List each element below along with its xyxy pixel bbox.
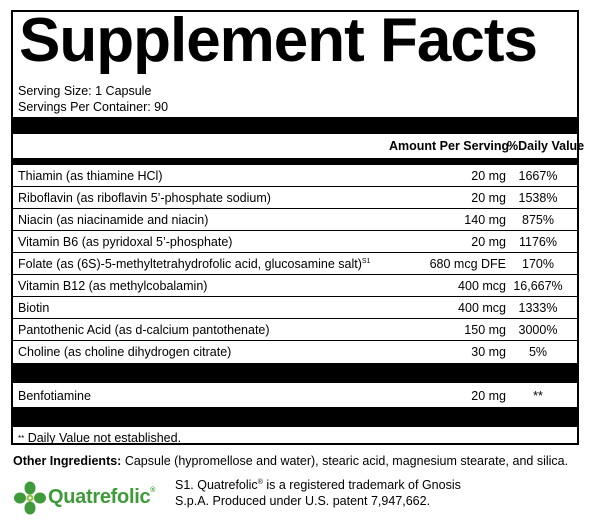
logo-registered-mark: ® bbox=[150, 487, 156, 494]
servings-per-container: Servings Per Container: 90 bbox=[18, 100, 169, 114]
nutrient-name-wrapper: Folate (as (6S)-5-methyltetrahydrofolic … bbox=[18, 257, 370, 271]
nutrient-name: Vitamin B12 (as methylcobalamin) bbox=[18, 279, 208, 293]
nutrient-row-vitamin-b6: Vitamin B6 (as pyridoxal 5’-phosphate) 2… bbox=[13, 231, 577, 253]
nutrient-daily-value: 16,667% bbox=[513, 279, 563, 293]
daily-value-header: %Daily Value bbox=[507, 139, 585, 153]
nutrient-amount: 680 mcg DFE bbox=[429, 257, 506, 271]
nutrient-daily-value: 5% bbox=[528, 345, 548, 359]
other-nutrient-table: Benfotiamine 20 mg ** bbox=[13, 385, 577, 407]
logo-name: Quatrefolic bbox=[48, 486, 151, 508]
nutrient-daily-value: 1333% bbox=[518, 301, 558, 315]
nutrient-amount: 400 mcg bbox=[458, 301, 506, 315]
nutrient-row-riboflavin: Riboflavin (as riboflavin 5’-phosphate s… bbox=[13, 187, 577, 209]
nutrient-name: Choline (as choline dihydrogen citrate) bbox=[18, 345, 232, 359]
trademark-line-2: S.p.A. Produced under U.S. patent 7,947,… bbox=[175, 494, 431, 508]
amount-per-serving-header: Amount Per Serving bbox=[389, 139, 510, 153]
nutrient-name: Niacin (as niacinamide and niacin) bbox=[18, 213, 209, 227]
trademark-prefix: S1. Quatrefolic bbox=[175, 478, 258, 492]
trademark-registered-mark: ® bbox=[257, 479, 263, 486]
nutrient-amount: 400 mcg bbox=[458, 279, 506, 293]
nutrient-daily-value: 1667% bbox=[518, 169, 558, 183]
logo-wordmark: Quatrefolic® bbox=[48, 486, 155, 509]
nutrient-amount: 20 mg bbox=[471, 235, 506, 249]
serving-size: Serving Size: 1 Capsule bbox=[18, 84, 152, 98]
quatrefolic-logo: Quatrefolic® bbox=[14, 480, 164, 516]
nutrient-daily-value: 3000% bbox=[518, 323, 558, 337]
thick-divider-header bbox=[13, 158, 577, 165]
footnote-stars: ** bbox=[18, 434, 25, 443]
nutrient-amount: 20 mg bbox=[471, 191, 506, 205]
other-ingredients-label: Other Ingredients: bbox=[13, 454, 122, 468]
nutrient-daily-value: ** bbox=[533, 389, 543, 403]
nutrient-row-thiamin: Thiamin (as thiamine HCl) 20 mg 1667% bbox=[13, 165, 577, 187]
supplement-facts-panel: Supplement Facts Serving Size: 1 Capsule… bbox=[11, 6, 584, 445]
nutrient-amount: 20 mg bbox=[471, 169, 506, 183]
nutrient-row-benfotiamine: Benfotiamine 20 mg ** bbox=[13, 385, 577, 407]
footnote-marker: S1 bbox=[361, 258, 371, 265]
other-ingredients-text: Capsule (hypromellose and water), steari… bbox=[121, 454, 569, 468]
nutrient-name: Biotin bbox=[18, 301, 50, 315]
nutrient-row-choline: Choline (as choline dihydrogen citrate) … bbox=[13, 341, 577, 363]
nutrient-name: Vitamin B6 (as pyridoxal 5’-phosphate) bbox=[18, 235, 233, 249]
nutrient-row-vitamin-b12: Vitamin B12 (as methylcobalamin) 400 mcg… bbox=[13, 275, 577, 297]
trademark-suffix: is a registered trademark of Gnosis bbox=[262, 478, 461, 492]
nutrient-name: Benfotiamine bbox=[18, 389, 91, 403]
nutrient-amount: 140 mg bbox=[464, 213, 506, 227]
nutrient-table: Thiamin (as thiamine HCl) 20 mg 1667% Ri… bbox=[13, 165, 577, 363]
thick-divider-middle bbox=[13, 363, 577, 383]
panel-title: Supplement Facts bbox=[19, 6, 538, 75]
nutrient-row-niacin: Niacin (as niacinamide and niacin) 140 m… bbox=[13, 209, 577, 231]
nutrient-name: Folate (as (6S)-5-methyltetrahydrofolic … bbox=[18, 257, 362, 271]
clover-icon bbox=[14, 481, 46, 515]
nutrient-amount: 20 mg bbox=[471, 389, 506, 403]
thick-divider-top bbox=[13, 117, 577, 134]
nutrient-amount: 150 mg bbox=[464, 323, 506, 337]
nutrient-daily-value: 1176% bbox=[519, 235, 557, 249]
thick-divider-bottom bbox=[13, 407, 577, 427]
nutrient-row-biotin: Biotin 400 mcg 1333% bbox=[13, 297, 577, 319]
nutrient-row-folate: Folate (as (6S)-5-methyltetrahydrofolic … bbox=[13, 253, 577, 275]
nutrient-daily-value: 875% bbox=[522, 213, 554, 227]
nutrient-daily-value: 170% bbox=[522, 257, 554, 271]
other-ingredients: Other Ingredients: Capsule (hypromellose… bbox=[13, 454, 568, 468]
column-header-row: Amount Per Serving %Daily Value bbox=[13, 134, 584, 158]
footnote-text: Daily Value not established. bbox=[24, 431, 182, 445]
nutrient-amount: 30 mg bbox=[471, 345, 506, 359]
daily-value-footnote: ** Daily Value not established. bbox=[18, 431, 181, 445]
nutrient-row-pantothenic-acid: Pantothenic Acid (as d-calcium pantothen… bbox=[13, 319, 577, 341]
trademark-notice: S1. Quatrefolic® is a registered tradema… bbox=[175, 477, 461, 509]
trademark-line-1: S1. Quatrefolic® is a registered tradema… bbox=[175, 477, 461, 493]
nutrient-name: Riboflavin (as riboflavin 5’-phosphate s… bbox=[18, 191, 271, 205]
nutrient-name: Thiamin (as thiamine HCl) bbox=[18, 169, 163, 183]
nutrient-name: Pantothenic Acid (as d-calcium pantothen… bbox=[18, 323, 270, 337]
nutrient-daily-value: 1538% bbox=[518, 191, 558, 205]
